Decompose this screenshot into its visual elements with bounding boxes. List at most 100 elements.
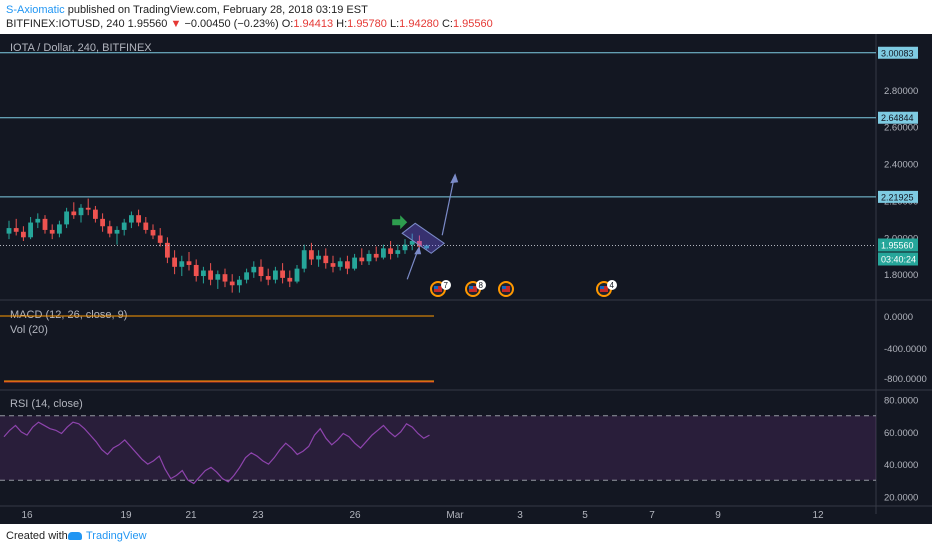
event-count-label: 8	[479, 281, 484, 290]
candle-body	[381, 248, 386, 258]
ohlc-bar: BITFINEX:IOTUSD, 240 1.95560 ▼ −0.00450 …	[6, 18, 493, 30]
level-price-badge	[878, 46, 918, 59]
tradingview-brand: TradingView	[86, 530, 147, 542]
time-axis-label: 26	[349, 510, 361, 521]
candle-body	[121, 222, 127, 230]
time-axis-label: 5	[582, 510, 588, 521]
countdown-badge	[878, 252, 918, 266]
level-price-label: 2.21925	[881, 192, 914, 202]
time-axis-label: 7	[649, 510, 655, 521]
low-value: 1.94280	[399, 18, 439, 30]
candle-body	[107, 226, 113, 234]
candle-body	[417, 240, 422, 247]
candle-body	[13, 228, 19, 232]
flag-pattern-box	[401, 222, 446, 254]
rsi-line	[3, 421, 430, 485]
high-value: 1.95780	[347, 18, 387, 30]
level-price-badge	[878, 190, 918, 203]
price-tick-label: 2.80000	[884, 86, 918, 97]
candle-body	[208, 270, 213, 280]
close-value: 1.95560	[452, 18, 493, 30]
price-chart[interactable]: IOTA / Dollar, 240, BITFINEX1.800002.000…	[0, 34, 932, 524]
pointer-arrow-head	[414, 246, 422, 255]
candle-body	[373, 253, 379, 258]
target-arrow-head	[450, 173, 459, 184]
buy-signal-arrow-icon	[392, 215, 408, 230]
candle-body	[71, 211, 77, 216]
published-text: published on TradingView.com, February 2…	[67, 4, 368, 16]
us-flag-canton	[469, 286, 473, 289]
time-axis-label: 16	[21, 510, 33, 521]
candle-body	[316, 255, 321, 260]
candle-body	[222, 274, 228, 282]
rsi-axis-label: 40.0000	[884, 460, 918, 471]
author-link[interactable]: S-Axiomatic	[6, 4, 65, 16]
close-label: C:	[441, 18, 453, 30]
candle-body	[294, 268, 300, 282]
level-price-label: 2.64844	[881, 113, 914, 123]
event-count-badge	[441, 280, 451, 290]
candle-body	[85, 207, 91, 210]
candle-body	[229, 281, 235, 286]
tradingview-logo[interactable]: TradingView	[68, 530, 147, 542]
candle-body	[193, 264, 199, 277]
created-with-text: Created with	[6, 530, 68, 542]
candle-body	[409, 240, 415, 245]
candle-body	[265, 276, 271, 280]
price-tick-label: 2.40000	[884, 160, 918, 171]
low-label: L:	[389, 18, 400, 30]
candle-body	[359, 257, 365, 262]
event-count-badge	[607, 280, 617, 290]
level-price-badge	[878, 111, 918, 124]
candle-body	[244, 272, 249, 280]
last-price-badge	[878, 238, 918, 252]
candle-body	[114, 229, 120, 234]
last-price-label: 1.95560	[881, 240, 914, 250]
candle-body	[64, 211, 69, 225]
tradingview-logo-icon	[68, 532, 82, 541]
candle-body	[6, 228, 12, 234]
candle-body	[424, 245, 429, 249]
candle-body	[337, 261, 343, 267]
candle-body	[330, 263, 336, 267]
price-tick-label: 2.60000	[884, 123, 918, 134]
candle-body	[21, 231, 26, 238]
macd-title: MACD (12, 26, close, 9)	[10, 309, 127, 321]
time-axis-label: 9	[715, 510, 721, 521]
time-axis-label: 23	[252, 510, 264, 521]
us-flag-canton	[434, 286, 438, 289]
rsi-axis-label: 80.0000	[884, 396, 918, 407]
candle-body	[287, 277, 293, 282]
candle-body	[280, 270, 285, 278]
chart-area[interactable]: IOTA / Dollar, 240, BITFINEX1.800002.000…	[0, 34, 932, 524]
candle-body	[258, 266, 264, 277]
rsi-axis-label: 20.0000	[884, 492, 918, 503]
candle-body	[157, 235, 163, 243]
rsi-title: RSI (14, close)	[10, 398, 83, 410]
candle-body	[78, 207, 84, 216]
footer: Created with TradingView	[0, 524, 932, 550]
candle-body	[352, 257, 357, 269]
event-count-label: 7	[444, 281, 449, 290]
time-axis-label: 21	[185, 510, 197, 521]
candle-body	[143, 222, 149, 230]
candle-body	[49, 229, 55, 234]
event-count-label: 4	[610, 281, 615, 290]
candle-body	[100, 218, 105, 227]
us-flag-canton	[600, 286, 604, 289]
macd-axis-label: 0.0000	[884, 312, 913, 323]
candle-body	[57, 224, 62, 234]
rsi-band-fill	[0, 415, 876, 481]
candle-body	[323, 255, 329, 264]
price-tick-label: 1.80000	[884, 270, 918, 281]
candle-body	[179, 261, 185, 267]
candle-body	[150, 229, 156, 236]
candle-body	[388, 248, 393, 254]
candle-body	[237, 279, 242, 286]
countdown-label: 03:40:24	[881, 254, 916, 264]
candle-body	[345, 261, 350, 269]
rsi-axis-label: 60.0000	[884, 428, 918, 439]
open-value: 1.94413	[293, 18, 334, 30]
time-axis-label: 3	[517, 510, 523, 521]
volume-title: Vol (20)	[10, 324, 48, 336]
